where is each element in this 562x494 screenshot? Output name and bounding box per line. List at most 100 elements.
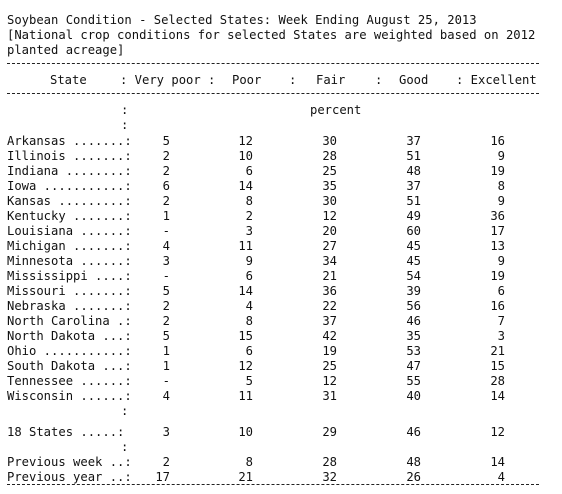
row-value: 15: [490, 359, 505, 373]
row-value: 3: [245, 224, 253, 238]
row-label: Previous week ..:: [7, 455, 132, 469]
row-value: 8: [497, 179, 505, 193]
row-value: 8: [245, 194, 253, 208]
row-value: 37: [406, 179, 421, 193]
header-bottom-rule: [7, 93, 539, 94]
row-value: 12: [238, 134, 253, 148]
row-value: 49: [406, 209, 421, 223]
row-value: 19: [322, 344, 337, 358]
row-value: 15: [238, 329, 253, 343]
row-value: 40: [406, 389, 421, 403]
row-label: Kansas .........:: [7, 194, 132, 208]
row-value: 8: [245, 314, 253, 328]
row-value: 21: [322, 269, 337, 283]
row-value: 2: [162, 149, 170, 163]
row-value: 14: [490, 455, 505, 469]
row-value: 26: [406, 470, 421, 484]
row-value: 5: [162, 284, 170, 298]
row-label: South Dakota ...:: [7, 359, 132, 373]
row-value: 2: [162, 194, 170, 208]
row-value: 13: [490, 239, 505, 253]
spacer-colon: :: [121, 118, 129, 132]
row-value: 5: [162, 329, 170, 343]
row-value: 56: [406, 299, 421, 313]
row-value: -: [162, 374, 170, 388]
row-label: Mississippi ....:: [7, 269, 132, 283]
row-label: Minnesota ......:: [7, 254, 132, 268]
row-value: 7: [497, 314, 505, 328]
row-value: 30: [322, 134, 337, 148]
header-fair: Fair: [316, 73, 346, 87]
row-value: 17: [490, 224, 505, 238]
row-value: 9: [497, 194, 505, 208]
row-value: 36: [322, 284, 337, 298]
row-value: 12: [238, 359, 253, 373]
row-value: 2: [162, 455, 170, 469]
row-value: 25: [322, 359, 337, 373]
row-label: Ohio ...........:: [7, 344, 132, 358]
row-value: 11: [238, 239, 253, 253]
row-value: 46: [406, 425, 421, 439]
row-value: 19: [490, 269, 505, 283]
row-value: 14: [490, 389, 505, 403]
report-note-line1: [National crop conditions for selected S…: [7, 28, 536, 42]
row-value: 51: [406, 149, 421, 163]
row-value: 2: [245, 209, 253, 223]
row-value: 4: [245, 299, 253, 313]
spacer-colon: :: [121, 404, 129, 418]
row-value: 9: [497, 254, 505, 268]
row-value: 17: [155, 470, 170, 484]
row-value: 6: [245, 344, 253, 358]
row-label: Tennessee ......:: [7, 374, 132, 388]
row-value: 45: [406, 254, 421, 268]
row-value: 31: [322, 389, 337, 403]
row-label: Kentucky .......:: [7, 209, 132, 223]
row-label: Iowa ...........:: [7, 179, 132, 193]
row-value: 6: [245, 164, 253, 178]
row-value: 28: [322, 149, 337, 163]
row-label: Nebraska .......:: [7, 299, 132, 313]
row-value: 1: [162, 359, 170, 373]
row-value: 45: [406, 239, 421, 253]
row-value: 39: [406, 284, 421, 298]
row-value: 29: [322, 425, 337, 439]
row-label: Michigan .......:: [7, 239, 132, 253]
unit-colon: :: [121, 103, 129, 117]
row-value: 28: [490, 374, 505, 388]
row-label: Previous year ..:: [7, 470, 132, 484]
row-value: 47: [406, 359, 421, 373]
report-note-line2: planted acreage]: [7, 43, 125, 57]
row-value: 53: [406, 344, 421, 358]
row-value: 48: [406, 455, 421, 469]
row-value: 3: [162, 254, 170, 268]
row-value: 11: [238, 389, 253, 403]
row-value: 37: [322, 314, 337, 328]
row-value: 2: [162, 314, 170, 328]
header-separator: :: [289, 73, 297, 87]
row-value: 35: [322, 179, 337, 193]
header-separator: :: [375, 73, 383, 87]
report-title: Soybean Condition - Selected States: Wee…: [7, 13, 477, 27]
row-value: 10: [238, 425, 253, 439]
row-value: 8: [245, 455, 253, 469]
row-value: 60: [406, 224, 421, 238]
row-label: North Dakota ...:: [7, 329, 132, 343]
row-value: 32: [322, 470, 337, 484]
row-value: 2: [162, 164, 170, 178]
row-value: 34: [322, 254, 337, 268]
row-value: 5: [162, 134, 170, 148]
row-value: 12: [490, 425, 505, 439]
row-value: 25: [322, 164, 337, 178]
footer-rule: [7, 484, 539, 485]
row-value: 12: [322, 209, 337, 223]
row-value: 14: [238, 284, 253, 298]
row-value: 14: [238, 179, 253, 193]
row-value: 16: [490, 299, 505, 313]
row-label: Louisiana ......:: [7, 224, 132, 238]
row-value: 36: [490, 209, 505, 223]
row-value: 9: [497, 149, 505, 163]
row-value: 30: [322, 194, 337, 208]
row-value: 19: [490, 164, 505, 178]
row-value: 4: [497, 470, 505, 484]
row-value: 51: [406, 194, 421, 208]
